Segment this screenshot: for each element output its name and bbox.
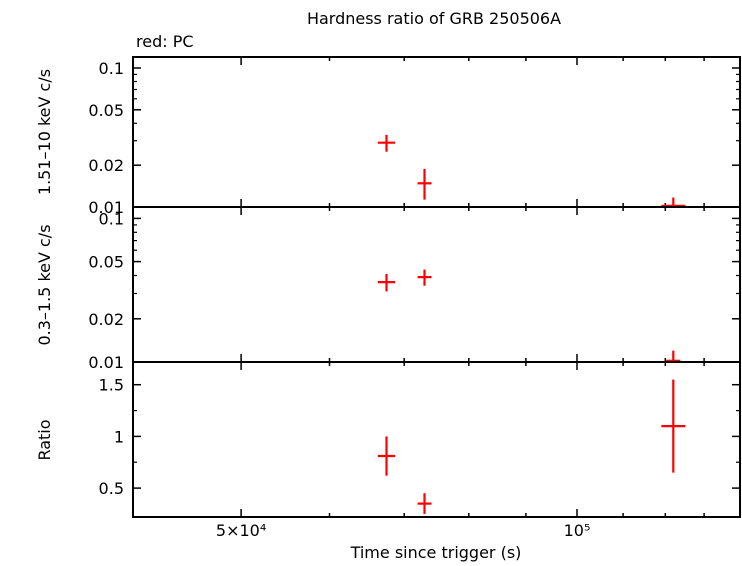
panel-hard-ytick-label: 0.1 xyxy=(99,59,124,78)
panel-soft-point-1 xyxy=(377,274,396,292)
panel-hard-ytick-label: 0.05 xyxy=(88,101,124,120)
panel-ratio-ylabel: Ratio xyxy=(35,419,54,460)
x-axis-label: Time since trigger (s) xyxy=(350,543,522,562)
panel-soft-ytick-label: 0.02 xyxy=(88,310,124,329)
panel-ratio-point-1 xyxy=(377,436,396,476)
legend-note: red: PC xyxy=(136,32,194,51)
panel-ratio-point-3 xyxy=(661,379,686,473)
panel-soft-band: 0.3–1.5 keV c/s 0.1 0.05 0.02 0.01 xyxy=(35,206,741,372)
panel-hard-band: 1.51–10 keV c/s 0.1 0.05 0.02 0.01 xyxy=(35,56,741,217)
panel-soft-frame xyxy=(132,206,741,363)
panel-hard-point-3 xyxy=(661,197,686,207)
panel-hard-frame xyxy=(132,56,741,208)
chart-title: Hardness ratio of GRB 250506A xyxy=(307,9,561,28)
panel-ratio-ytick-label: 1 xyxy=(114,427,124,446)
x-tick-label: 10⁵ xyxy=(564,521,591,540)
x-tick-labels: 5×10⁴ 10⁵ xyxy=(216,521,590,540)
panel-soft-ytick-label: 0.1 xyxy=(99,209,124,228)
panel-soft-point-3 xyxy=(666,350,681,362)
panel-soft-ylabel: 0.3–1.5 keV c/s xyxy=(35,224,54,345)
panel-hard-point-2 xyxy=(417,168,432,200)
panel-ratio-ytick-label: 0.5 xyxy=(99,479,124,498)
panel-soft-ytick-label: 0.01 xyxy=(88,353,124,372)
panel-ratio: Ratio 1.5 1 0.5 xyxy=(35,361,741,518)
panel-ratio-frame xyxy=(132,361,741,518)
panel-hard-ytick-label: 0.02 xyxy=(88,156,124,175)
x-tick-label: 5×10⁴ xyxy=(216,521,266,540)
panel-ratio-point-2 xyxy=(417,493,432,514)
panel-hard-ytick-label: 0.01 xyxy=(88,198,124,217)
panel-hard-ylabel: 1.51–10 keV c/s xyxy=(35,69,54,195)
panel-hard-point-1 xyxy=(377,134,396,152)
panel-soft-ytick-label: 0.05 xyxy=(88,253,124,272)
panel-soft-point-2 xyxy=(417,269,432,286)
panel-ratio-ytick-label: 1.5 xyxy=(99,376,124,395)
